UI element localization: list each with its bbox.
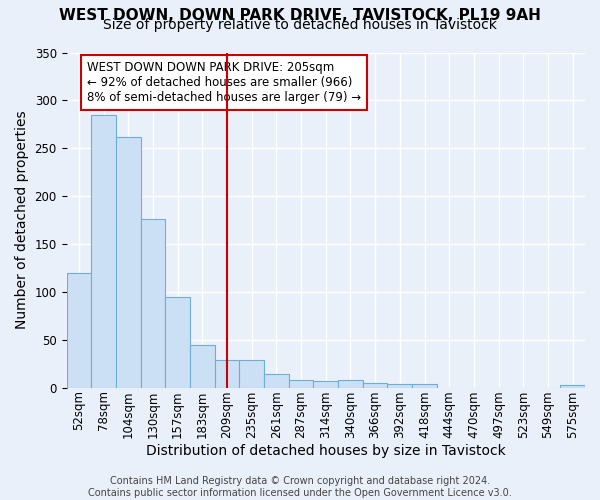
Bar — [388, 384, 412, 388]
Bar — [190, 346, 215, 388]
Text: Size of property relative to detached houses in Tavistock: Size of property relative to detached ho… — [103, 18, 497, 32]
Bar — [67, 272, 91, 388]
Bar — [363, 383, 388, 388]
Bar — [560, 384, 585, 388]
Bar — [239, 360, 264, 388]
Bar — [313, 381, 338, 388]
Text: Contains HM Land Registry data © Crown copyright and database right 2024.
Contai: Contains HM Land Registry data © Crown c… — [88, 476, 512, 498]
Y-axis label: Number of detached properties: Number of detached properties — [15, 110, 29, 330]
X-axis label: Distribution of detached houses by size in Tavistock: Distribution of detached houses by size … — [146, 444, 506, 458]
Text: WEST DOWN DOWN PARK DRIVE: 205sqm
← 92% of detached houses are smaller (966)
8% : WEST DOWN DOWN PARK DRIVE: 205sqm ← 92% … — [87, 61, 361, 104]
Bar — [116, 136, 140, 388]
Bar — [289, 380, 313, 388]
Bar — [215, 360, 239, 388]
Bar — [412, 384, 437, 388]
Bar — [264, 374, 289, 388]
Bar — [91, 114, 116, 388]
Text: WEST DOWN, DOWN PARK DRIVE, TAVISTOCK, PL19 9AH: WEST DOWN, DOWN PARK DRIVE, TAVISTOCK, P… — [59, 8, 541, 22]
Bar — [165, 296, 190, 388]
Bar — [140, 219, 165, 388]
Bar — [338, 380, 363, 388]
